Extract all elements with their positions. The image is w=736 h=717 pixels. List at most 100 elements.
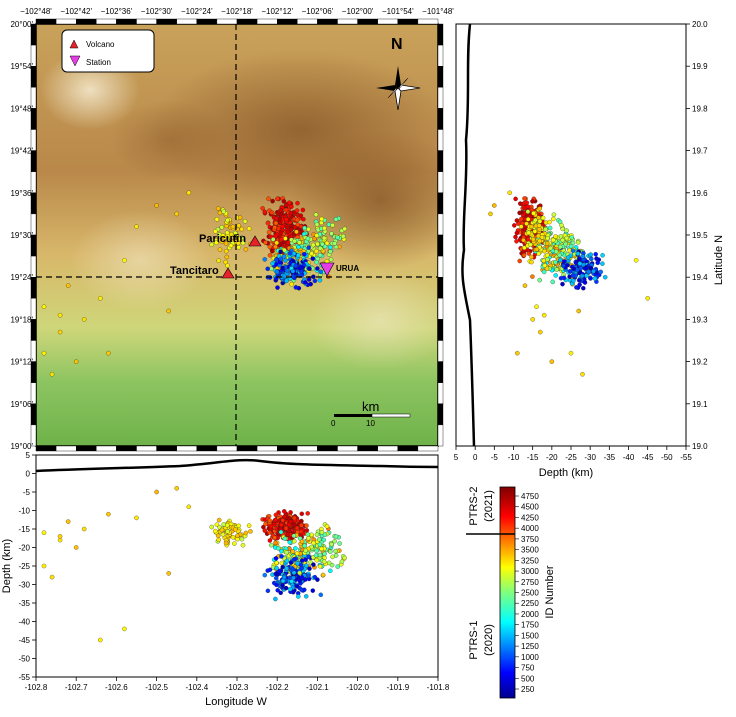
event-dot xyxy=(302,543,307,549)
lat-y-tick-label: 19.1 xyxy=(692,400,708,409)
map-lon-tick-label: −102°24' xyxy=(181,7,213,16)
event-dot xyxy=(297,578,302,583)
event-dot xyxy=(299,574,305,580)
event-dot xyxy=(525,209,531,214)
event-dot xyxy=(316,537,322,542)
colorbar-tick-label: 4500 xyxy=(521,503,539,512)
event-dot xyxy=(329,231,334,236)
event-dot xyxy=(576,278,582,283)
event-dot xyxy=(550,237,556,243)
event-dot xyxy=(213,528,218,534)
event-dot xyxy=(302,587,307,593)
event-dot xyxy=(278,241,284,247)
event-dot xyxy=(319,216,324,222)
event-dot xyxy=(270,237,276,242)
event-dot xyxy=(306,277,312,282)
colorbar: 4750450042504000375035003250300027502500… xyxy=(466,486,556,699)
map-lon-tick-labels: −102°48' −102°42' −102°36' −102°30' −102°24'… xyxy=(20,7,454,16)
colorbar-tick-label: 500 xyxy=(521,674,535,683)
map-lat-tick-label: 19°24' xyxy=(10,273,33,282)
event-dot xyxy=(321,559,327,565)
event-dot xyxy=(291,522,297,528)
event-dot xyxy=(307,266,312,272)
event-dot xyxy=(81,317,87,322)
event-dot xyxy=(274,269,280,275)
event-dot xyxy=(313,553,319,558)
event-dot xyxy=(299,558,305,563)
event-dot xyxy=(317,252,323,258)
map-lon-tick-label: −101°48' xyxy=(422,7,454,16)
event-dot xyxy=(575,240,581,245)
event-dot xyxy=(581,285,586,291)
event-dot xyxy=(299,565,304,571)
event-dot xyxy=(174,486,179,491)
colorbar-tick-label: 1500 xyxy=(521,631,539,640)
map-lat-tick-label: 19°48' xyxy=(10,104,33,113)
colorbar-tick-label: 2250 xyxy=(521,599,539,608)
lon-y-tick-label: -35 xyxy=(18,599,30,608)
event-dot xyxy=(317,564,323,569)
event-dot xyxy=(274,582,279,588)
event-dot xyxy=(270,248,275,254)
event-dot xyxy=(304,523,309,528)
event-dot xyxy=(278,212,283,217)
event-dot xyxy=(283,207,289,213)
map-lat-tick-label: 19°06' xyxy=(10,400,33,409)
event-dot xyxy=(273,244,278,250)
event-dot xyxy=(319,220,324,226)
event-dot xyxy=(589,256,594,262)
colorbar-tick-label: 1750 xyxy=(521,621,539,630)
lat-y-tick-label: 19.2 xyxy=(692,358,708,367)
event-dot xyxy=(298,213,304,218)
event-dot xyxy=(280,564,285,570)
event-dot xyxy=(294,229,299,235)
event-dot xyxy=(544,266,550,271)
event-dot xyxy=(283,258,288,263)
volcano-paricutin: Paricutin xyxy=(199,233,262,247)
event-dot xyxy=(544,241,550,246)
event-dot xyxy=(522,283,528,288)
lon-panel-frame xyxy=(35,454,439,678)
lat-x-tick-label: -35 xyxy=(604,453,616,462)
event-dot xyxy=(333,548,338,554)
event-dot xyxy=(98,637,103,643)
event-dot xyxy=(279,522,284,528)
event-dot xyxy=(530,274,535,279)
map-lon-tick-label: −102°36' xyxy=(101,7,133,16)
event-dot xyxy=(217,247,223,252)
colorbar-tick-label: 3500 xyxy=(521,546,539,555)
event-dot xyxy=(274,565,279,571)
map-lat-tick-label: 19°18' xyxy=(10,315,33,324)
volcano-label: Paricutin xyxy=(199,233,246,245)
event-dot xyxy=(306,554,311,559)
event-dot xyxy=(219,225,225,230)
event-dot xyxy=(269,210,275,215)
event-dot xyxy=(284,224,290,230)
scale-label: km xyxy=(362,399,379,414)
longitude-depth-panel: 5 0 -5 -10 -15 -20 -25 -30 -35 -40 -45 -50 -55 -102.… xyxy=(1,451,450,708)
event-dot xyxy=(284,566,289,571)
event-dot xyxy=(57,329,63,335)
event-dot xyxy=(314,532,320,537)
period1-label: PTRS-1 xyxy=(468,620,480,659)
event-dot xyxy=(314,248,319,254)
event-dot xyxy=(514,239,519,244)
event-dot xyxy=(294,525,300,531)
event-dot xyxy=(297,570,302,576)
event-dot xyxy=(275,285,280,290)
event-dot xyxy=(306,226,311,232)
event-dot xyxy=(544,253,550,258)
event-dot xyxy=(548,245,553,251)
event-dot xyxy=(513,196,518,202)
event-dot xyxy=(314,558,320,563)
event-dot xyxy=(288,510,293,515)
event-dot xyxy=(232,541,237,546)
event-dot xyxy=(541,312,547,318)
colorbar-tick-label: 2750 xyxy=(521,578,539,587)
event-dot xyxy=(263,521,268,527)
event-dot xyxy=(305,511,310,516)
event-dot xyxy=(273,233,278,239)
colorbar-tick-label: 3750 xyxy=(521,535,539,544)
event-dot xyxy=(300,207,306,213)
event-dot xyxy=(221,522,226,527)
